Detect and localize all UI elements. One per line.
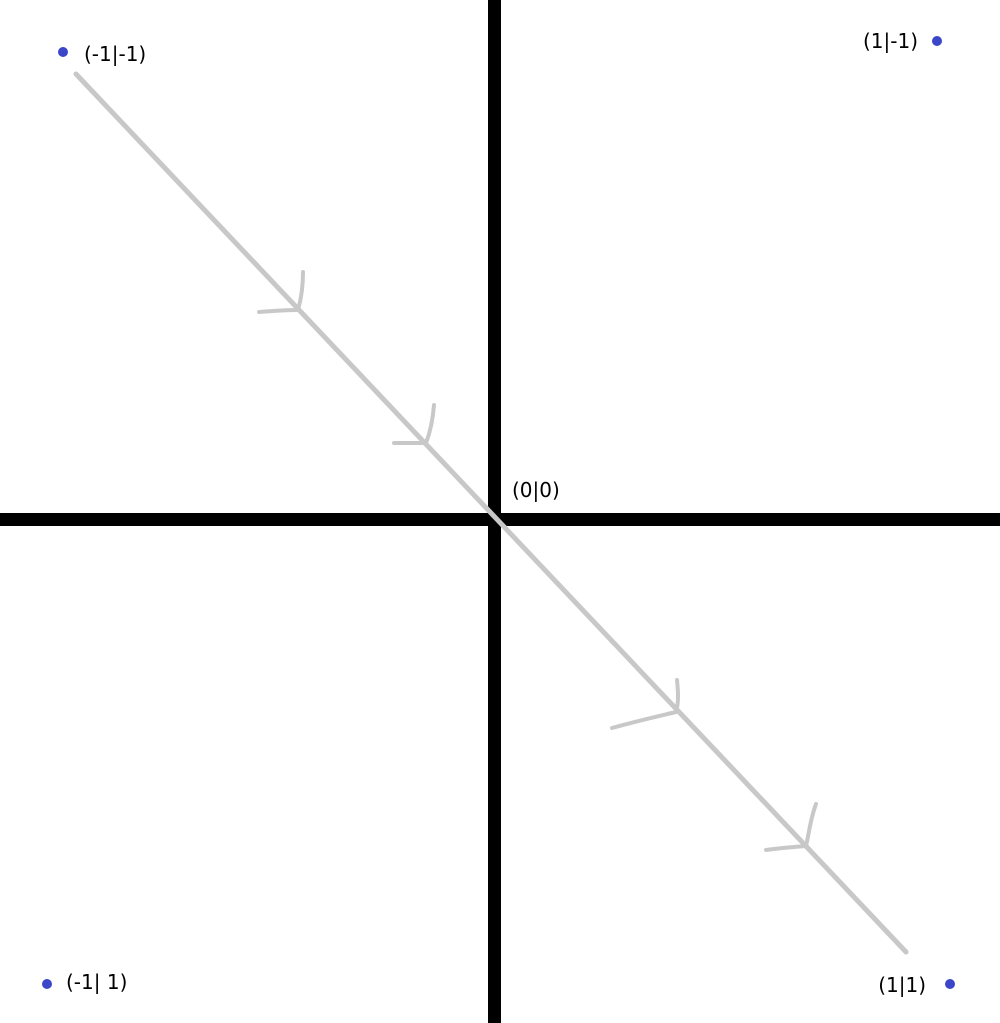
direction-arrow-4 bbox=[764, 802, 818, 852]
point-label-top-left: (-1|-1) bbox=[84, 42, 146, 66]
direction-arrow-2 bbox=[392, 403, 436, 445]
point-marker-bottom-right bbox=[945, 979, 955, 989]
point-marker-top-right bbox=[932, 36, 942, 46]
diagonal-path bbox=[73, 71, 909, 955]
point-label-top-right: (1|-1) bbox=[863, 29, 918, 53]
origin-label: (0|0) bbox=[512, 478, 560, 502]
y-axis bbox=[488, 0, 501, 1023]
direction-arrow-3 bbox=[610, 678, 680, 730]
point-label-bottom-right: (1|1) bbox=[878, 973, 926, 997]
point-label-bottom-left: (-1| 1) bbox=[66, 970, 127, 994]
direction-arrow-1 bbox=[257, 270, 305, 314]
point-marker-bottom-left bbox=[42, 979, 52, 989]
point-marker-top-left bbox=[58, 47, 68, 57]
